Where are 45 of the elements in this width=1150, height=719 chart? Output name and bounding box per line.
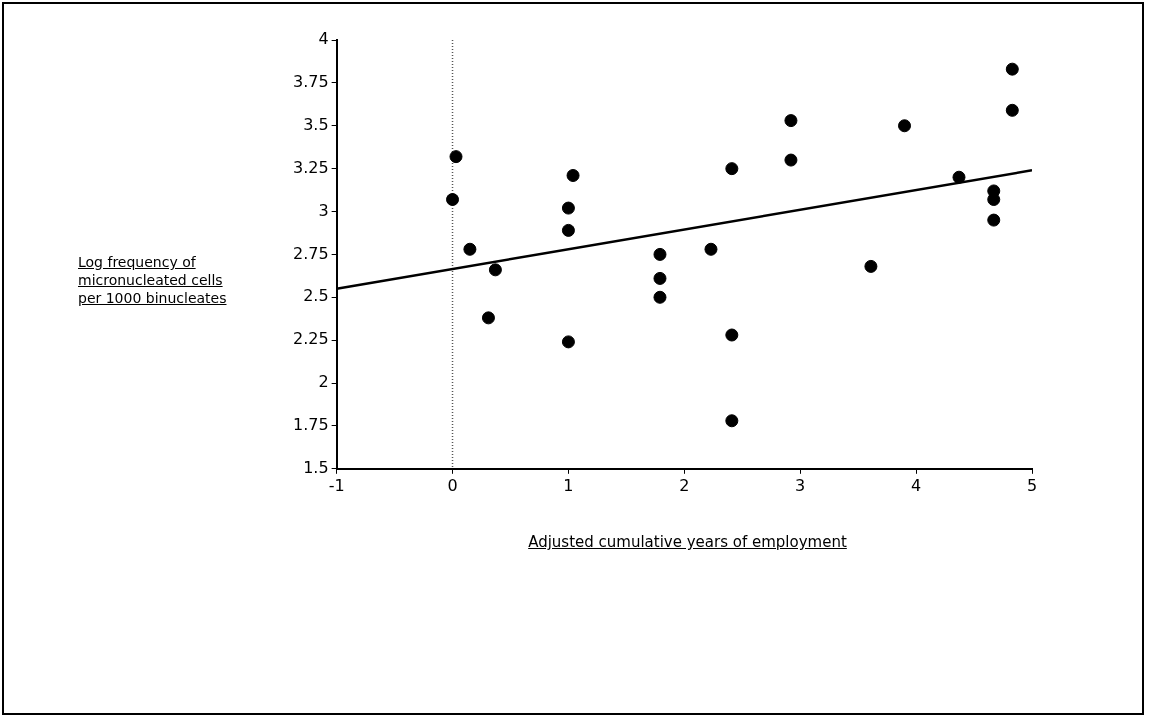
y-tick-label: 3.5: [303, 114, 329, 134]
y-tick-label: 3: [318, 200, 329, 220]
x-tick-label: 1: [563, 475, 574, 495]
point: [653, 271, 667, 285]
point: [488, 263, 502, 277]
point: [463, 242, 477, 256]
point: [653, 290, 667, 304]
y-tick-label: 2.75: [293, 243, 329, 263]
point: [561, 335, 575, 349]
point: [449, 150, 463, 164]
point: [1005, 62, 1019, 76]
x-tick-label: 0: [447, 475, 458, 495]
x-axis-title: Adjusted cumulative years of employment: [527, 533, 848, 551]
point: [725, 414, 739, 428]
point: [653, 247, 667, 261]
point: [864, 259, 878, 273]
y-tick-label: 1.5: [303, 457, 329, 477]
y-tick-label: 3.25: [293, 157, 329, 177]
point: [987, 193, 1001, 207]
y-tick-label: 1.75: [293, 415, 329, 435]
point: [725, 328, 739, 342]
point: [784, 114, 798, 128]
y-tick-label: 4: [318, 29, 329, 49]
point: [566, 169, 580, 182]
point: [561, 223, 575, 237]
x-tick-label: 3: [795, 475, 806, 495]
x-tick-label: 4: [911, 475, 922, 495]
point: [704, 242, 718, 256]
point: [952, 170, 966, 184]
point: [784, 153, 798, 167]
point: [987, 213, 1001, 227]
x-tick-label: -1: [328, 475, 345, 495]
y-axis-title: Log frequency of micronucleated cells per 1000 binucleates: [78, 253, 228, 307]
point: [481, 311, 495, 325]
y-tick-label: 2.5: [303, 286, 329, 306]
point: [725, 162, 739, 176]
y-tick-label: 2: [318, 372, 329, 392]
point: [898, 119, 912, 133]
x-tick-label: 5: [1026, 475, 1038, 495]
y-tick-label: 2.25: [293, 329, 329, 349]
point: [1005, 103, 1019, 117]
point: [561, 201, 575, 215]
point: [446, 193, 460, 207]
y-tick-label: 3.75: [293, 72, 329, 92]
x-tick-label: 2: [679, 475, 690, 495]
